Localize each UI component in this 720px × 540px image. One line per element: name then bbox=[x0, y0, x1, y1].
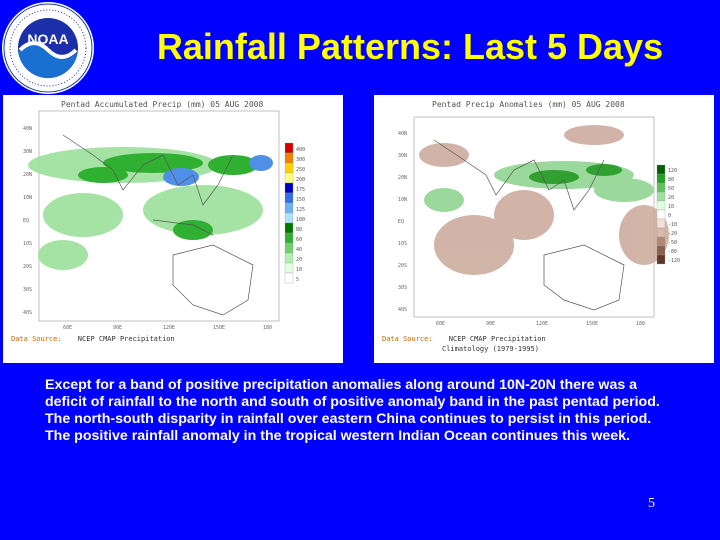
svg-text:20S: 20S bbox=[23, 264, 32, 270]
svg-text:10S: 10S bbox=[398, 241, 407, 247]
legend-swatch bbox=[284, 142, 294, 154]
svg-text:150E: 150E bbox=[213, 325, 225, 331]
legend-label: 200 bbox=[296, 177, 305, 183]
legend-label: 60 bbox=[296, 237, 302, 243]
legend-swatch bbox=[656, 227, 666, 238]
legend-swatch bbox=[284, 272, 294, 284]
svg-text:10S: 10S bbox=[23, 241, 32, 247]
svg-text:180: 180 bbox=[636, 321, 645, 327]
legend-swatch bbox=[656, 254, 666, 265]
svg-text:20N: 20N bbox=[23, 172, 32, 178]
legend-swatch bbox=[656, 245, 666, 256]
svg-text:60E: 60E bbox=[436, 321, 445, 327]
legend-label: 400 bbox=[296, 147, 305, 153]
legend-label: -50 bbox=[668, 240, 677, 246]
legend-label: 80 bbox=[296, 227, 302, 233]
legend-label: 80 bbox=[668, 177, 674, 183]
svg-text:40S: 40S bbox=[23, 310, 32, 316]
svg-text:10N: 10N bbox=[23, 195, 32, 201]
page-number: 5 bbox=[648, 496, 655, 511]
legend-label: 5 bbox=[296, 277, 299, 283]
legend-swatch bbox=[284, 222, 294, 234]
accumulated-map-graphic: 40N 30N 20N 10N EQ 10S 20S 30S 40S 60E 9… bbox=[23, 110, 305, 331]
legend-label: 0 bbox=[668, 213, 671, 219]
anomaly-map-climatology: Climatology (1979-1995) bbox=[442, 345, 539, 353]
legend-swatch bbox=[284, 242, 294, 254]
accumulated-map-source: Data Source: NCEP CMAP Precipitation bbox=[11, 335, 175, 343]
legend-swatch bbox=[284, 262, 294, 274]
legend-swatch bbox=[656, 236, 666, 247]
legend-swatch bbox=[284, 152, 294, 164]
svg-text:120E: 120E bbox=[163, 325, 175, 331]
anomaly-map-title: Pentad Precip Anomalies (mm) 05 AUG 2008 bbox=[432, 100, 625, 109]
anomaly-map-graphic: 40N 30N 20N 10N EQ 10S 20S 30S 40S 60E 9… bbox=[398, 116, 680, 327]
svg-text:40S: 40S bbox=[398, 307, 407, 313]
legend-label: -10 bbox=[668, 222, 677, 228]
legend-swatch bbox=[284, 162, 294, 174]
svg-text:120E: 120E bbox=[536, 321, 548, 327]
precip-anomaly-map: 40N 30N 20N 10N EQ 10S 20S 30S 40S 60E 9… bbox=[374, 95, 714, 363]
anomaly-map-source: Data Source: NCEP CMAP Precipitation bbox=[382, 335, 546, 343]
legend-label: 50 bbox=[668, 186, 674, 192]
slide-title: Rainfall Patterns: Last 5 Days bbox=[156, 26, 664, 67]
legend-swatch bbox=[656, 200, 666, 211]
svg-text:EQ: EQ bbox=[23, 218, 29, 224]
legend-label: 120 bbox=[668, 168, 677, 174]
svg-text:150E: 150E bbox=[586, 321, 598, 327]
svg-text:30S: 30S bbox=[398, 285, 407, 291]
legend-swatch bbox=[284, 192, 294, 204]
source-label: Data Source: bbox=[382, 335, 433, 343]
svg-text:40N: 40N bbox=[23, 126, 32, 132]
legend-swatch bbox=[656, 218, 666, 229]
slide-body-text: Except for a band of positive precipitat… bbox=[45, 377, 660, 444]
source-text: NCEP CMAP Precipitation bbox=[77, 335, 175, 343]
svg-text:EQ: EQ bbox=[398, 219, 404, 225]
legend-label: 250 bbox=[296, 167, 305, 173]
legend-label: 40 bbox=[296, 247, 302, 253]
legend-label: 10 bbox=[296, 267, 302, 273]
legend-swatch bbox=[284, 182, 294, 194]
legend-label: 300 bbox=[296, 157, 305, 163]
legend-swatch bbox=[656, 173, 666, 184]
svg-text:40N: 40N bbox=[398, 131, 407, 137]
precip-legend: 400 300 250 200 175 150 125 100 80 60 40 20 10 5 bbox=[284, 142, 305, 284]
legend-swatch bbox=[656, 191, 666, 202]
legend-label: 175 bbox=[296, 187, 305, 193]
legend-label: 125 bbox=[296, 207, 305, 213]
svg-text:60E: 60E bbox=[63, 325, 72, 331]
source-text: NCEP CMAP Precipitation bbox=[448, 335, 546, 343]
svg-text:10N: 10N bbox=[398, 197, 407, 203]
svg-text:NOAA: NOAA bbox=[27, 31, 68, 47]
legend-swatch bbox=[284, 252, 294, 264]
legend-label: 10 bbox=[668, 204, 674, 210]
legend-swatch bbox=[656, 164, 666, 175]
accumulated-map-title: Pentad Accumulated Precip (mm) 05 AUG 20… bbox=[61, 100, 264, 109]
legend-label: 100 bbox=[296, 217, 305, 223]
svg-text:20S: 20S bbox=[398, 263, 407, 269]
svg-text:90E: 90E bbox=[113, 325, 122, 331]
legend-swatch bbox=[656, 209, 666, 220]
legend-label: -80 bbox=[668, 249, 677, 255]
legend-label: 20 bbox=[668, 195, 674, 201]
svg-text:30N: 30N bbox=[23, 149, 32, 155]
legend-swatch bbox=[284, 202, 294, 214]
source-label: Data Source: bbox=[11, 335, 62, 343]
legend-label: 20 bbox=[296, 257, 302, 263]
legend-label: -120 bbox=[668, 258, 680, 264]
legend-label: 150 bbox=[296, 197, 305, 203]
legend-label: -20 bbox=[668, 231, 677, 237]
svg-text:30S: 30S bbox=[23, 287, 32, 293]
svg-text:90E: 90E bbox=[486, 321, 495, 327]
svg-text:20N: 20N bbox=[398, 175, 407, 181]
accumulated-precip-map: 40N 30N 20N 10N EQ 10S 20S 30S 40S 60E 9… bbox=[3, 95, 343, 363]
anomaly-legend: 120 80 50 20 10 0 -10 -20 -50 -80 -120 bbox=[656, 164, 680, 265]
legend-swatch bbox=[284, 232, 294, 244]
legend-swatch bbox=[656, 182, 666, 193]
legend-swatch bbox=[284, 212, 294, 224]
svg-text:30N: 30N bbox=[398, 153, 407, 159]
svg-text:180: 180 bbox=[263, 325, 272, 331]
legend-swatch bbox=[284, 172, 294, 184]
noaa-logo: NOAA bbox=[2, 2, 94, 94]
